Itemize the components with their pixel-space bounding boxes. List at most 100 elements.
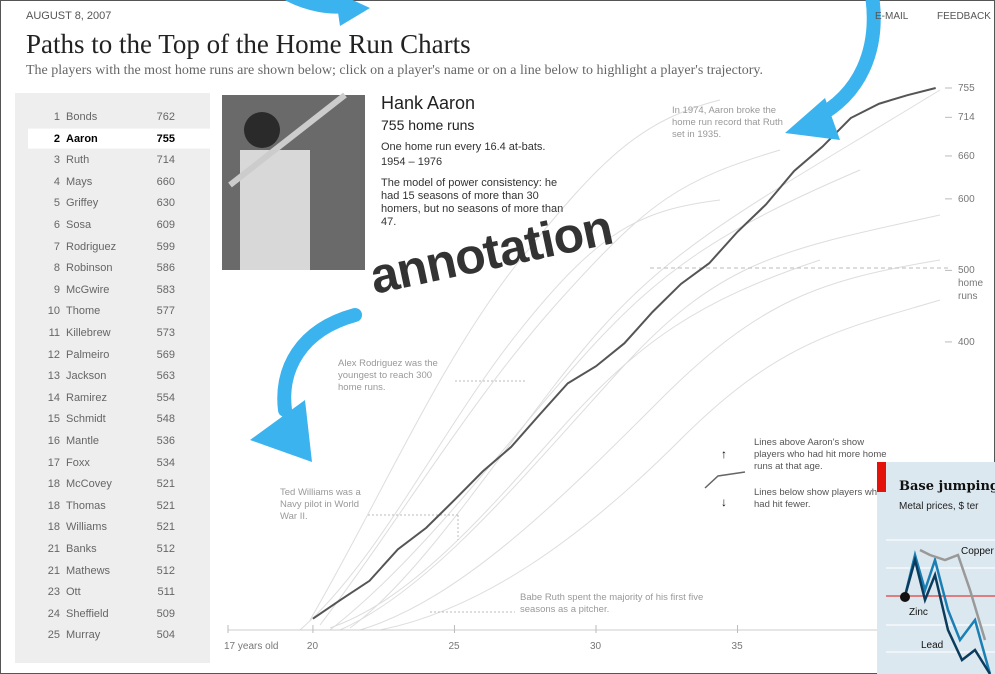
player-rank[interactable]: 23 (47, 586, 60, 599)
y-tick-label: 714 (958, 112, 975, 124)
player-name[interactable]: Banks (66, 543, 97, 555)
player-name[interactable]: Foxx (66, 456, 90, 469)
date: AUGUST 8, 2007 (26, 10, 112, 22)
player-name[interactable]: Mathews (66, 564, 111, 577)
inset-label: Copper (961, 546, 994, 557)
player-rank[interactable]: 10 (47, 305, 60, 318)
player-name[interactable]: Killebrew (66, 327, 111, 339)
player-name[interactable]: Aaron (66, 132, 98, 145)
player-name[interactable]: Robinson (66, 262, 113, 275)
player-name[interactable]: Thome (66, 305, 101, 318)
player-name[interactable]: Rodriguez (66, 240, 117, 253)
x-tick-label: 25 (448, 641, 460, 652)
player-rank[interactable]: 15 (47, 413, 60, 426)
player-name[interactable]: Schmidt (66, 413, 106, 426)
player-hr[interactable]: 509 (156, 607, 175, 620)
y-tick-label: 660 (958, 150, 975, 162)
player-name[interactable]: Jackson (66, 370, 107, 383)
player-rank[interactable]: 7 (53, 240, 60, 253)
player-hr[interactable]: 536 (156, 435, 175, 447)
annotation: Babe Ruth spent the majority of his firs… (520, 592, 704, 615)
y-tick-label: 500 home runs (958, 265, 984, 303)
player-rank[interactable]: 9 (53, 283, 60, 296)
player-rank[interactable]: 25 (47, 629, 60, 642)
player-rank[interactable]: 21 (47, 564, 60, 577)
player-hr[interactable]: 534 (156, 456, 175, 469)
annotation: Lines above Aaron's show players who had… (754, 437, 887, 472)
player-rank[interactable]: 24 (47, 607, 60, 620)
player-hr[interactable]: 563 (156, 370, 175, 383)
feature-total: 755 home runs (381, 117, 475, 133)
player-name[interactable]: Ramirez (66, 391, 107, 404)
player-rank[interactable]: 14 (47, 391, 60, 404)
player-rank[interactable]: 1 (53, 111, 60, 123)
player-hr[interactable]: 586 (156, 262, 175, 275)
player-hr[interactable]: 762 (156, 111, 175, 123)
inset-subtitle: Metal prices, $ ter (899, 501, 979, 512)
player-rank[interactable]: 8 (53, 262, 60, 275)
x-tick-label: 20 (306, 641, 319, 652)
down-arrow: ↓ (721, 495, 727, 509)
player-hr[interactable]: 521 (156, 478, 175, 491)
player-hr[interactable]: 512 (156, 564, 175, 577)
feature-text: The model of power consistency: he had 1… (381, 177, 564, 228)
player-hr[interactable]: 577 (156, 305, 175, 318)
player-name[interactable]: McGwire (66, 283, 110, 296)
player-hr[interactable]: 599 (156, 240, 175, 253)
inset-label: Zinc (909, 607, 928, 618)
player-rank[interactable]: 4 (53, 175, 60, 188)
player-name[interactable]: Thomas (66, 499, 106, 512)
player-hr[interactable]: 511 (157, 586, 175, 599)
player-hr[interactable]: 660 (156, 175, 175, 188)
player-name[interactable]: Palmeiro (66, 348, 110, 361)
player-rank[interactable]: 11 (48, 327, 60, 339)
player-rank[interactable]: 3 (53, 154, 60, 167)
inset-dot (900, 592, 910, 602)
player-name[interactable]: Sosa (66, 219, 92, 231)
player-name[interactable]: McCovey (66, 478, 112, 491)
player-hr[interactable]: 504 (156, 629, 175, 642)
player-hr[interactable]: 609 (156, 219, 175, 231)
title: Paths to the Top of the Home Run Charts (26, 29, 471, 59)
player-name[interactable]: Ott (66, 586, 81, 599)
player-rank[interactable]: 18 (47, 499, 60, 512)
player-name[interactable]: Mantle (66, 435, 100, 447)
player-name[interactable]: Murray (66, 629, 101, 642)
player-hr[interactable]: 512 (156, 543, 175, 555)
player-hr[interactable]: 569 (156, 348, 175, 361)
inset-lines (903, 548, 992, 674)
player-hr[interactable]: 630 (156, 197, 175, 210)
player-name[interactable]: Bonds (66, 111, 98, 123)
leader-lines (368, 380, 525, 613)
player-rank[interactable]: 12 (47, 348, 60, 361)
up-arrow: ↑ (721, 447, 727, 461)
player-name[interactable]: Williams (66, 521, 107, 534)
annotation: Ted Williams was a Navy pilot in World W… (280, 487, 361, 522)
player-rank[interactable]: 18 (47, 521, 60, 534)
player-rank[interactable]: 5 (53, 197, 60, 210)
player-hr[interactable]: 755 (156, 132, 175, 145)
player-rank[interactable]: 16 (47, 435, 60, 447)
player-hr[interactable]: 583 (156, 283, 175, 296)
feedback-link[interactable]: FEEDBACK (937, 11, 991, 22)
player-hr[interactable]: 521 (156, 521, 175, 534)
player-rank[interactable]: 13 (47, 370, 60, 383)
player-name[interactable]: Griffey (66, 197, 99, 210)
player-rank[interactable]: 17 (47, 456, 60, 469)
player-rank[interactable]: 2 (53, 132, 60, 145)
player-name[interactable]: Ruth (66, 154, 90, 167)
player-hr[interactable]: 521 (156, 499, 175, 512)
player-rank[interactable]: 21 (47, 543, 60, 555)
photo-bat (228, 92, 347, 188)
feature-name: Hank Aaron (381, 93, 476, 113)
player-hr[interactable]: 554 (156, 391, 175, 404)
player-hr[interactable]: 573 (156, 327, 175, 339)
player-name[interactable]: Mays (66, 175, 93, 188)
player-rank[interactable]: 18 (47, 478, 60, 491)
player-hr[interactable]: 714 (156, 154, 175, 167)
player-rank[interactable]: 6 (53, 219, 60, 231)
email-link[interactable]: E-MAIL (875, 11, 909, 22)
player-hr[interactable]: 548 (156, 413, 175, 426)
player-name[interactable]: Sheffield (66, 607, 109, 620)
